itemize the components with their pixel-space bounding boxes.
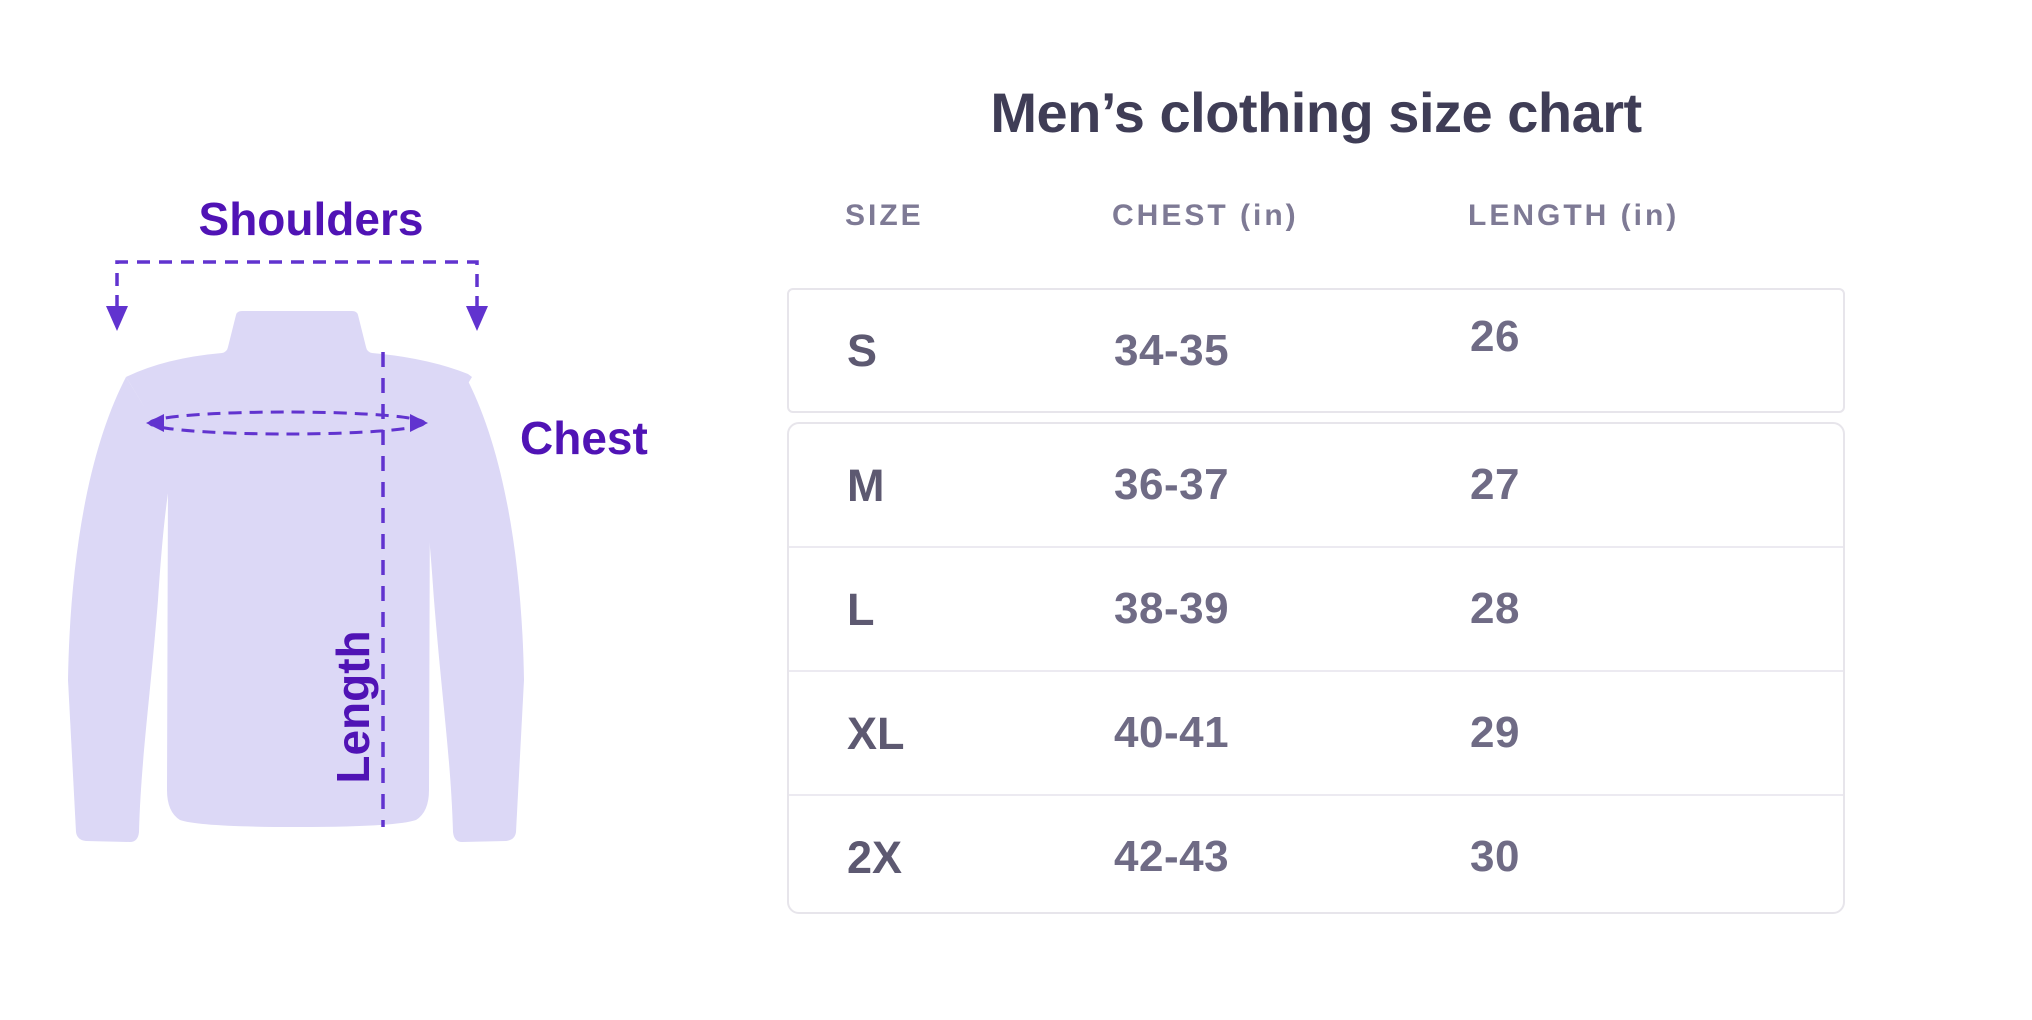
chest-value: 42-43 (1114, 832, 1230, 881)
shirt-sleeve-left (68, 377, 172, 842)
length-value: 30 (1470, 832, 1520, 881)
column-header-length: LENGTH (in) (1468, 199, 1680, 232)
shirt-body (126, 311, 472, 827)
length-value: 27 (1470, 460, 1520, 509)
length-value: 28 (1470, 584, 1520, 633)
column-header-size: SIZE (845, 199, 924, 232)
table-row: S 34-35 26 (789, 290, 1843, 411)
chest-label: Chest (520, 412, 648, 464)
page-title: Men’s clothing size chart (990, 81, 1642, 144)
table-row: M 36-37 27 (789, 424, 1843, 546)
table-row: 2X 42-43 30 (789, 794, 1843, 918)
size-table: Men’s clothing size chart SIZE CHEST (in… (787, 0, 1845, 1020)
table-row-group-s: S 34-35 26 (787, 288, 1845, 413)
size-value: M (847, 459, 885, 511)
size-value: XL (847, 707, 905, 759)
arrow-down-left-icon (106, 306, 128, 331)
size-value: L (847, 583, 875, 635)
shoulders-label: Shoulders (198, 193, 424, 245)
length-value: 26 (1470, 311, 1520, 361)
table-header-row: SIZE CHEST (in) LENGTH (in) (787, 198, 1845, 234)
shirt-diagram-canvas (68, 260, 524, 842)
length-value: 29 (1470, 708, 1520, 757)
chest-value: 38-39 (1114, 584, 1230, 633)
size-value: S (847, 325, 878, 376)
length-label: Length (327, 630, 379, 784)
chest-value: 34-35 (1114, 325, 1230, 375)
table-row: XL 40-41 29 (789, 670, 1843, 794)
shirt-sleeve-right (420, 377, 524, 842)
chest-value: 36-37 (1114, 460, 1230, 509)
table-row: L 38-39 28 (789, 546, 1843, 670)
table-row-group-rest: M 36-37 27 L 38-39 28 XL 40-41 29 2X 42-… (787, 422, 1845, 914)
size-value: 2X (847, 831, 903, 883)
column-header-chest: CHEST (in) (1112, 199, 1299, 232)
arrow-left-icon (146, 414, 164, 432)
arrow-right-icon (410, 414, 428, 432)
arrow-down-right-icon (466, 306, 488, 331)
chest-value: 40-41 (1114, 708, 1230, 757)
shoulders-measure-line (115, 260, 479, 308)
shirt-measurement-diagram: Shoulders Chest Length (0, 0, 780, 1020)
